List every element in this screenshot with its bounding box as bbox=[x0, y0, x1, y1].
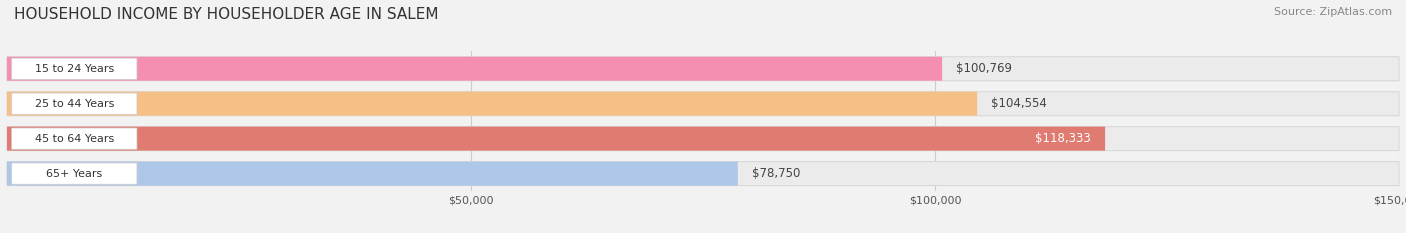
FancyBboxPatch shape bbox=[7, 92, 1399, 116]
FancyBboxPatch shape bbox=[7, 162, 1399, 185]
Text: $118,333: $118,333 bbox=[1035, 132, 1091, 145]
FancyBboxPatch shape bbox=[7, 162, 738, 185]
Text: Source: ZipAtlas.com: Source: ZipAtlas.com bbox=[1274, 7, 1392, 17]
Text: 15 to 24 Years: 15 to 24 Years bbox=[35, 64, 114, 74]
Text: 25 to 44 Years: 25 to 44 Years bbox=[35, 99, 114, 109]
FancyBboxPatch shape bbox=[7, 57, 1399, 81]
FancyBboxPatch shape bbox=[7, 127, 1399, 151]
Text: HOUSEHOLD INCOME BY HOUSEHOLDER AGE IN SALEM: HOUSEHOLD INCOME BY HOUSEHOLDER AGE IN S… bbox=[14, 7, 439, 22]
Text: $78,750: $78,750 bbox=[752, 167, 800, 180]
Text: 65+ Years: 65+ Years bbox=[46, 169, 103, 178]
FancyBboxPatch shape bbox=[11, 163, 136, 184]
Text: 45 to 64 Years: 45 to 64 Years bbox=[35, 134, 114, 144]
FancyBboxPatch shape bbox=[11, 93, 136, 114]
FancyBboxPatch shape bbox=[7, 92, 977, 116]
FancyBboxPatch shape bbox=[7, 127, 1105, 151]
FancyBboxPatch shape bbox=[11, 58, 136, 79]
Text: $100,769: $100,769 bbox=[956, 62, 1012, 75]
FancyBboxPatch shape bbox=[11, 128, 136, 149]
FancyBboxPatch shape bbox=[7, 57, 942, 81]
Text: $104,554: $104,554 bbox=[991, 97, 1047, 110]
